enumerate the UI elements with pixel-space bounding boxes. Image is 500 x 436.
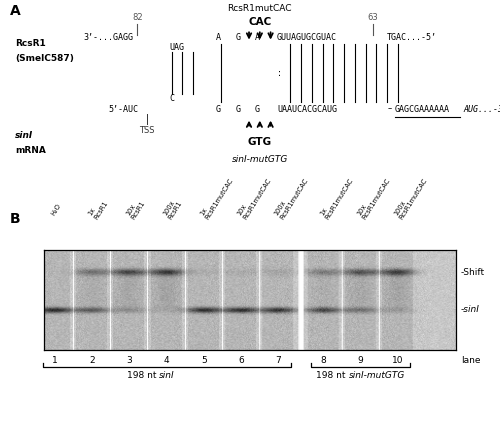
Text: B: B — [10, 211, 20, 225]
Text: GUUAGUGCGUAC: GUUAGUGCGUAC — [277, 33, 337, 41]
Text: 10x
RcsR1mutCAC: 10x RcsR1mutCAC — [236, 174, 272, 221]
Text: A: A — [255, 33, 260, 41]
Text: 5’-AUC: 5’-AUC — [108, 105, 138, 113]
Text: 100x
RcsR1mutCAC: 100x RcsR1mutCAC — [393, 174, 429, 221]
Text: 1x
RcsR1mutCAC: 1x RcsR1mutCAC — [318, 174, 354, 221]
Text: G: G — [236, 105, 240, 113]
Text: 2: 2 — [90, 355, 95, 364]
Text: –: – — [387, 105, 392, 113]
Text: sinI: sinI — [160, 371, 175, 380]
Text: RcsR1mutCAC: RcsR1mutCAC — [228, 4, 292, 14]
Text: UAAUCACGCAUG: UAAUCACGCAUG — [277, 105, 337, 113]
Text: 198 nt: 198 nt — [127, 371, 160, 380]
Text: G: G — [216, 105, 220, 113]
Text: AUG...-3’: AUG...-3’ — [463, 105, 500, 113]
Text: 82: 82 — [132, 13, 142, 22]
Text: lane: lane — [460, 355, 480, 364]
Text: 10x
RcsR1mutCAC: 10x RcsR1mutCAC — [356, 174, 392, 221]
Text: mRNA: mRNA — [15, 146, 46, 155]
Text: 8: 8 — [320, 355, 326, 364]
Text: 1: 1 — [52, 355, 58, 364]
Text: G: G — [255, 105, 260, 113]
Text: :: : — [277, 68, 282, 78]
Text: GAGCGAAAAAA: GAGCGAAAAAA — [394, 105, 450, 113]
Text: (SmelC587): (SmelC587) — [15, 54, 74, 63]
Text: A: A — [10, 4, 20, 18]
Text: 4: 4 — [164, 355, 170, 364]
Text: UAG: UAG — [169, 44, 184, 52]
Text: 5: 5 — [201, 355, 207, 364]
Text: RcsR1: RcsR1 — [15, 39, 46, 48]
Text: sinI-mutGTG: sinI-mutGTG — [348, 371, 405, 380]
Text: sinI-mutGTG: sinI-mutGTG — [232, 155, 288, 164]
Text: A: A — [216, 33, 220, 41]
Text: TSS: TSS — [140, 126, 155, 135]
Text: -sinI: -sinI — [460, 306, 479, 314]
Text: 1x
RcsR1mutCAC: 1x RcsR1mutCAC — [199, 174, 234, 221]
Text: 100x
RcsR1mutCAC: 100x RcsR1mutCAC — [274, 174, 309, 221]
Text: 198 nt: 198 nt — [316, 371, 348, 380]
Text: 10x
RcsR1: 10x RcsR1 — [124, 197, 146, 221]
Text: H₂O: H₂O — [50, 203, 62, 217]
Text: 100x
RcsR1: 100x RcsR1 — [162, 197, 184, 221]
Text: -Shift: -Shift — [460, 268, 485, 276]
Text: sinI: sinI — [15, 131, 33, 140]
Text: 10: 10 — [392, 355, 404, 364]
Text: 3: 3 — [126, 355, 132, 364]
Text: GTG: GTG — [248, 137, 272, 146]
Text: 7: 7 — [276, 355, 281, 364]
Text: 9: 9 — [358, 355, 364, 364]
Text: 3’-...GAGG: 3’-...GAGG — [84, 33, 134, 41]
Text: G: G — [236, 33, 240, 41]
Text: 6: 6 — [238, 355, 244, 364]
Text: 1x
RcsR1: 1x RcsR1 — [88, 197, 109, 221]
Text: CAC: CAC — [248, 17, 272, 27]
Text: 63: 63 — [367, 13, 378, 22]
Text: TGAC...-5’: TGAC...-5’ — [387, 33, 437, 41]
Text: C: C — [169, 94, 174, 102]
